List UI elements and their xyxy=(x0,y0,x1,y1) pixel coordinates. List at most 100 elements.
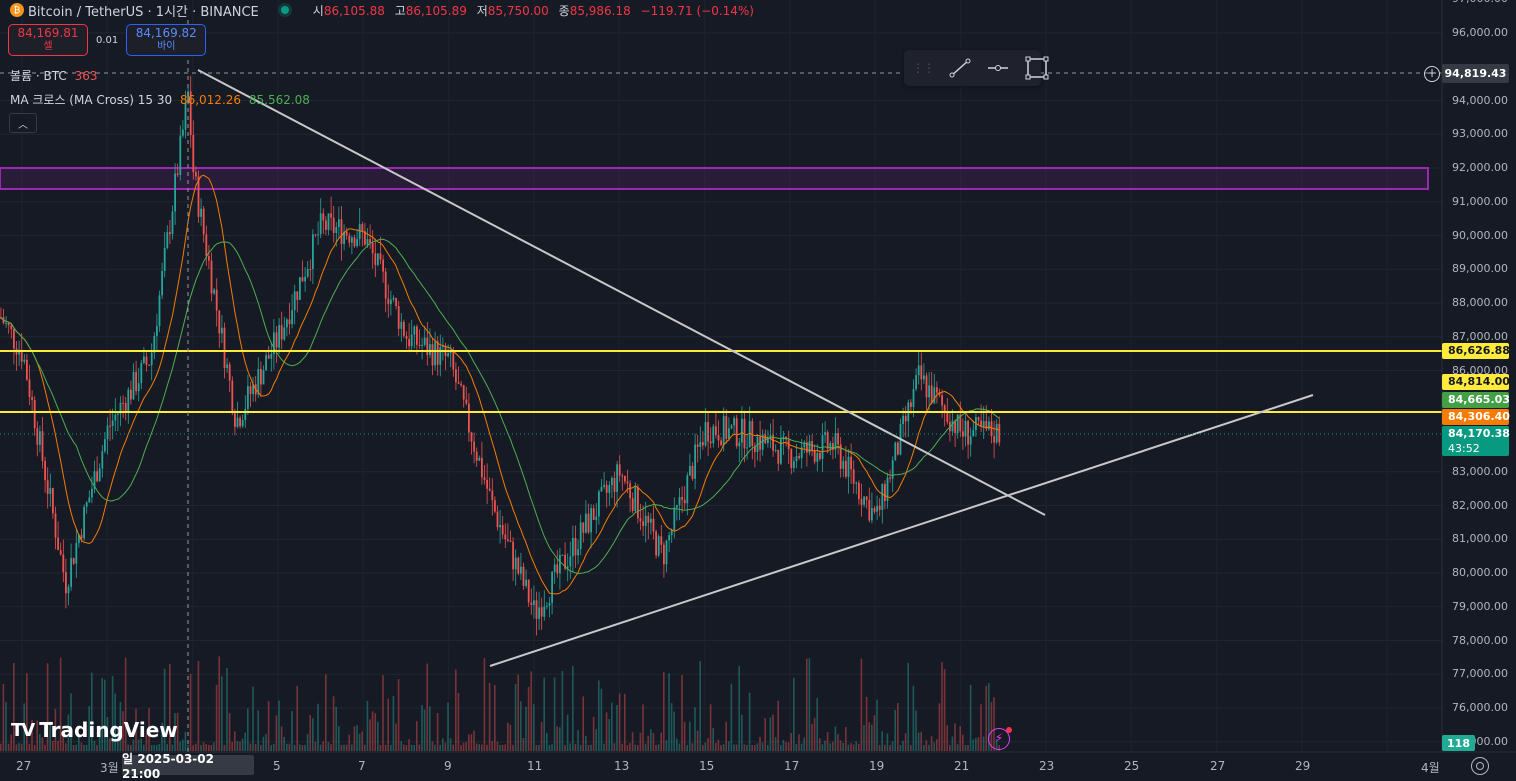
volume-bar xyxy=(418,744,421,751)
volume-bar xyxy=(665,740,668,751)
tradingview-logo: TV TradingView xyxy=(11,718,178,742)
ascending-trendline[interactable] xyxy=(489,394,1314,667)
candle-body xyxy=(262,370,265,385)
horizontal-ray-icon[interactable] xyxy=(986,55,1010,81)
volume-bar xyxy=(865,696,868,751)
volume-bar xyxy=(312,718,314,751)
volume-bar xyxy=(127,744,129,751)
candle-body xyxy=(278,325,280,348)
candle-body xyxy=(184,103,187,130)
lightning-icon[interactable]: ⚡ xyxy=(988,727,1012,750)
volume-bar xyxy=(491,741,493,751)
candle-body xyxy=(156,326,158,336)
candle-body xyxy=(933,387,936,404)
candle-body xyxy=(169,232,171,235)
volume-bar xyxy=(371,711,374,751)
volume-bar xyxy=(395,723,397,751)
volume-bar xyxy=(202,742,205,751)
chevron-up-icon[interactable]: ︿ xyxy=(9,113,37,133)
candle-body xyxy=(410,334,413,347)
grip-icon[interactable]: ⋮⋮ xyxy=(912,61,935,75)
candle-body xyxy=(969,436,972,445)
rectangle-icon[interactable] xyxy=(1024,55,1050,81)
volume-bar xyxy=(733,744,735,751)
candle-body xyxy=(481,457,483,478)
sell-button[interactable]: 84,169.81 셀 xyxy=(8,24,88,56)
candle-body xyxy=(236,417,239,427)
candle-body xyxy=(163,247,166,271)
resistance-zone[interactable] xyxy=(0,167,1429,190)
candle-body xyxy=(832,443,834,450)
candle-body xyxy=(426,337,429,355)
volume-bar xyxy=(358,733,361,751)
volume-legend[interactable]: 볼륨 · BTC 363 xyxy=(10,67,98,84)
volume-bar xyxy=(834,726,837,751)
candle-body xyxy=(683,499,686,504)
trend-line-icon[interactable] xyxy=(948,55,972,81)
volume-bar xyxy=(985,686,987,751)
candle-body xyxy=(964,420,967,437)
volume-bar xyxy=(57,740,59,751)
add-alert-icon[interactable]: + xyxy=(1424,66,1440,82)
candle-body xyxy=(174,173,176,212)
descending-trendline[interactable] xyxy=(197,69,1046,516)
tradingview-logo-mark: TV xyxy=(11,719,35,741)
volume-bar xyxy=(803,737,805,751)
candle-body xyxy=(946,411,949,422)
price-tick-label: 93,000.00 xyxy=(1452,127,1508,141)
candle-body xyxy=(634,487,637,511)
candle-body xyxy=(980,420,982,427)
candle-body xyxy=(65,572,67,594)
candle-body xyxy=(863,496,865,505)
symbol-title[interactable]: Bitcoin / TetherUS · 1시간 · BINANCE xyxy=(28,4,259,20)
volume-bar xyxy=(273,743,275,751)
volume-bar xyxy=(509,724,512,751)
candle-body xyxy=(982,421,985,427)
settings-icon[interactable] xyxy=(1471,757,1489,775)
volume-bar xyxy=(608,719,610,751)
candle-body xyxy=(44,460,46,481)
candle-body xyxy=(322,213,325,221)
candle-body xyxy=(670,530,673,536)
volume-bar xyxy=(15,744,18,751)
candle-body xyxy=(543,606,546,617)
volume-bar xyxy=(28,743,31,751)
volume-bar xyxy=(670,703,673,751)
volume-bar xyxy=(959,726,961,751)
crosshair-time-label: 일 2025-03-02 21:00 xyxy=(122,752,254,781)
candle-body xyxy=(18,349,20,355)
candle-body xyxy=(839,444,842,469)
candle-body xyxy=(678,497,681,506)
volume-bar xyxy=(933,742,935,751)
candle-body xyxy=(902,415,904,425)
volume-bar xyxy=(691,743,694,751)
volume-bar xyxy=(262,736,265,751)
candle-body xyxy=(462,385,465,400)
candle-body xyxy=(959,414,962,432)
volume-bar xyxy=(535,744,538,751)
candle-body xyxy=(494,500,496,512)
volume-bar xyxy=(361,731,363,751)
price-tick-label: 83,000.00 xyxy=(1452,464,1508,478)
candle-body xyxy=(239,417,241,427)
price-tag: 84,814.00 xyxy=(1442,374,1510,390)
candle-body xyxy=(590,508,592,533)
candle-body xyxy=(533,600,535,606)
ma-cross-legend[interactable]: MA 크로스 (MA Cross) 15 30 86,012.26 85,562… xyxy=(10,91,310,108)
volume-bar xyxy=(187,744,189,751)
volume-bar xyxy=(423,709,426,751)
volume-bar xyxy=(928,744,930,751)
candle-body xyxy=(806,442,808,453)
volume-bar xyxy=(647,735,649,751)
volume-bar xyxy=(650,729,652,751)
candle-body xyxy=(582,522,585,533)
candle-body xyxy=(395,297,397,306)
candle-body xyxy=(767,437,769,444)
candle-body xyxy=(793,461,795,468)
volume-bar xyxy=(936,739,938,751)
volume-bar xyxy=(631,732,634,751)
volume-bar xyxy=(751,744,753,751)
buy-button[interactable]: 84,169.82 바이 xyxy=(126,24,207,56)
candle-body xyxy=(205,234,208,257)
